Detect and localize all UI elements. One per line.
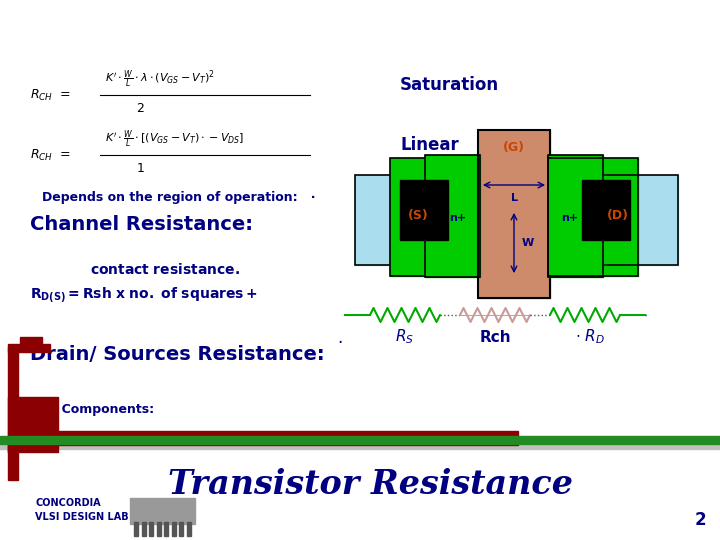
Bar [548, 158, 638, 276]
Text: L: L [510, 193, 518, 203]
Bar [578, 175, 678, 265]
Text: (S): (S) [408, 208, 428, 221]
Bar [8, 344, 50, 352]
Text: $R_{CH}$  =: $R_{CH}$ = [30, 147, 71, 163]
Bar [0, 444, 720, 449]
Text: $R_{CH}$  =: $R_{CH}$ = [30, 87, 71, 103]
Text: $R_S$: $R_S$ [395, 328, 415, 346]
Bar [156, 522, 161, 536]
Bar [20, 337, 42, 344]
Bar [578, 175, 678, 265]
Text: Transistor Resistance: Transistor Resistance [168, 469, 572, 502]
Bar [400, 180, 448, 240]
Bar [582, 180, 630, 240]
Text: $\cdot\ R_D$: $\cdot\ R_D$ [575, 328, 605, 346]
Bar [478, 130, 550, 298]
Bar [425, 155, 480, 277]
Text: ·: · [338, 334, 343, 352]
Text: (D): (D) [607, 208, 629, 221]
Bar [186, 522, 191, 536]
Bar [0, 436, 720, 444]
Text: Rch: Rch [480, 329, 510, 345]
Bar [8, 397, 58, 452]
Text: Two Components:: Two Components: [30, 403, 154, 416]
Bar [390, 158, 480, 276]
Text: n+: n+ [562, 213, 579, 223]
Text: Drain/ Sources Resistance:: Drain/ Sources Resistance: [30, 346, 325, 365]
Text: Saturation: Saturation [400, 76, 499, 94]
Text: n+: n+ [449, 213, 467, 223]
Bar [142, 522, 145, 536]
Bar [355, 175, 455, 265]
Text: W: W [522, 238, 534, 248]
Text: $1$: $1$ [135, 163, 145, 176]
Bar [390, 158, 480, 276]
Bar [548, 155, 603, 277]
Bar [425, 155, 480, 277]
Bar [478, 130, 550, 298]
Text: Linear: Linear [400, 136, 459, 154]
Text: $K' \cdot \frac{W}{L} \cdot \lambda \cdot (V_{GS} - V_T)^2$: $K' \cdot \frac{W}{L} \cdot \lambda \cdo… [105, 68, 215, 90]
Bar [8, 347, 18, 452]
Text: Depends on the region of operation:   ·: Depends on the region of operation: · [42, 191, 315, 204]
Bar [171, 522, 176, 536]
Text: $\mathbf{contact\ resistance.}$: $\mathbf{contact\ resistance.}$ [90, 262, 240, 278]
Text: 2: 2 [694, 511, 706, 529]
Bar [164, 522, 168, 536]
Bar [179, 522, 183, 536]
Bar [548, 158, 638, 276]
Text: $K' \cdot \frac{W}{L} \cdot [(V_{GS} - V_T) \cdot -V_{DS}]$: $K' \cdot \frac{W}{L} \cdot [(V_{GS} - V… [105, 129, 244, 150]
Bar [548, 155, 603, 277]
Bar [130, 498, 195, 524]
Text: Channel Resistance:: Channel Resistance: [30, 215, 253, 234]
Bar [149, 522, 153, 536]
Bar [58, 431, 518, 445]
Text: $2$: $2$ [135, 103, 144, 116]
Bar [355, 175, 455, 265]
Bar [134, 522, 138, 536]
Text: (G): (G) [503, 141, 525, 154]
Text: $\mathbf{R_{D(S)}}$$\mathbf{ = Rsh\ x\ no.\ of\ squares+}$: $\mathbf{R_{D(S)}}$$\mathbf{ = Rsh\ x\ n… [30, 285, 258, 305]
Text: CONCORDIA
VLSI DESIGN LAB: CONCORDIA VLSI DESIGN LAB [35, 498, 129, 522]
Bar [8, 445, 18, 480]
